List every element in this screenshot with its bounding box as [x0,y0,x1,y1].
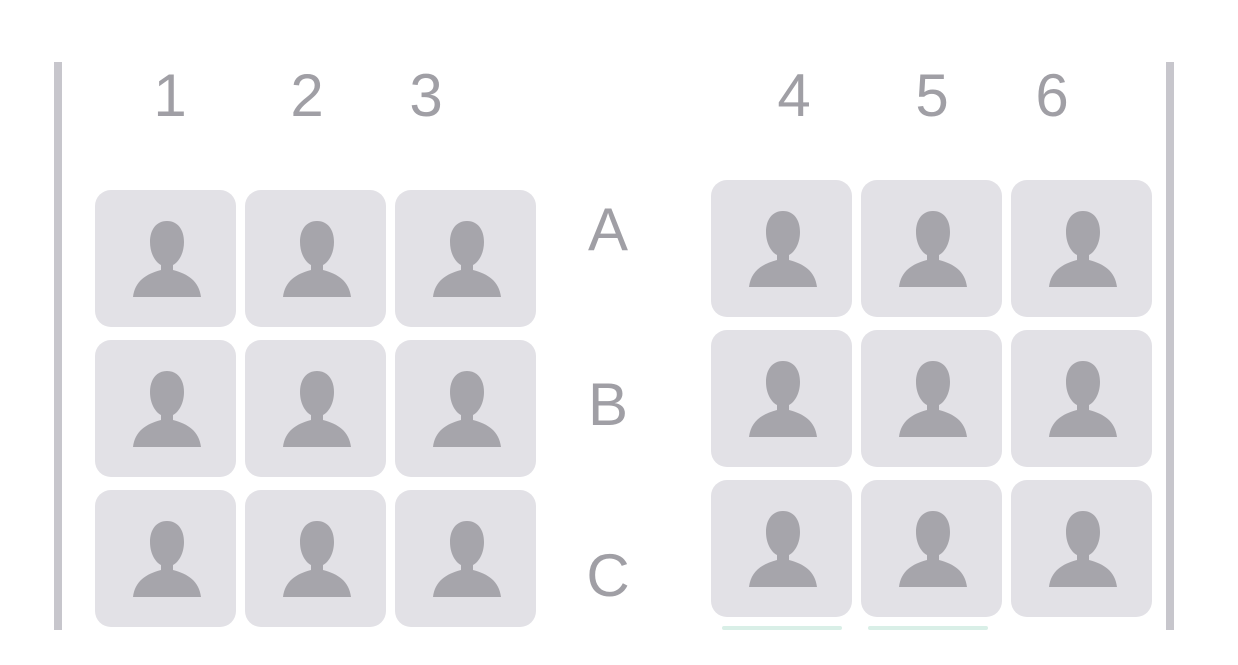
seat-b4[interactable] [711,330,852,467]
seat-c5[interactable] [861,480,1002,617]
seat-c4[interactable] [711,480,852,617]
seat-c2[interactable] [245,490,386,627]
row-label-c: C [586,542,630,609]
seat-edge-below-c4 [722,626,842,630]
seat-a5[interactable] [861,180,1002,317]
person-silhouette-icon [433,371,501,447]
seat-b2[interactable] [245,340,386,477]
seat-a3[interactable] [395,190,536,327]
column-label-6: 6 [1035,62,1069,129]
person-silhouette-icon [133,221,201,297]
column-label-2: 2 [290,62,324,129]
right-wall [1166,62,1174,630]
column-label-4: 4 [777,62,811,129]
seat-a2[interactable] [245,190,386,327]
person-silhouette-icon [1049,211,1117,287]
seat-a4[interactable] [711,180,852,317]
seat-b6[interactable] [1011,330,1152,467]
person-silhouette-icon [899,511,967,587]
person-silhouette-icon [283,521,351,597]
person-silhouette-icon [749,511,817,587]
seat-b3[interactable] [395,340,536,477]
left-wall [54,62,62,630]
person-silhouette-icon [433,221,501,297]
person-silhouette-icon [283,221,351,297]
person-silhouette-icon [749,361,817,437]
seat-c1[interactable] [95,490,236,627]
person-silhouette-icon [283,371,351,447]
seat-b5[interactable] [861,330,1002,467]
person-silhouette-icon [1049,511,1117,587]
row-label-a: A [587,196,629,263]
person-silhouette-icon [899,211,967,287]
person-silhouette-icon [133,521,201,597]
seat-a6[interactable] [1011,180,1152,317]
seat-a1[interactable] [95,190,236,327]
column-label-3: 3 [409,62,443,129]
person-silhouette-icon [899,361,967,437]
row-label-b: B [587,371,629,438]
seat-edge-below-c5 [868,626,988,630]
person-silhouette-icon [133,371,201,447]
person-silhouette-icon [1049,361,1117,437]
column-label-1: 1 [153,62,187,129]
seat-c3[interactable] [395,490,536,627]
seat-b1[interactable] [95,340,236,477]
person-silhouette-icon [433,521,501,597]
seat-c6[interactable] [1011,480,1152,617]
column-label-5: 5 [915,62,949,129]
person-silhouette-icon [749,211,817,287]
